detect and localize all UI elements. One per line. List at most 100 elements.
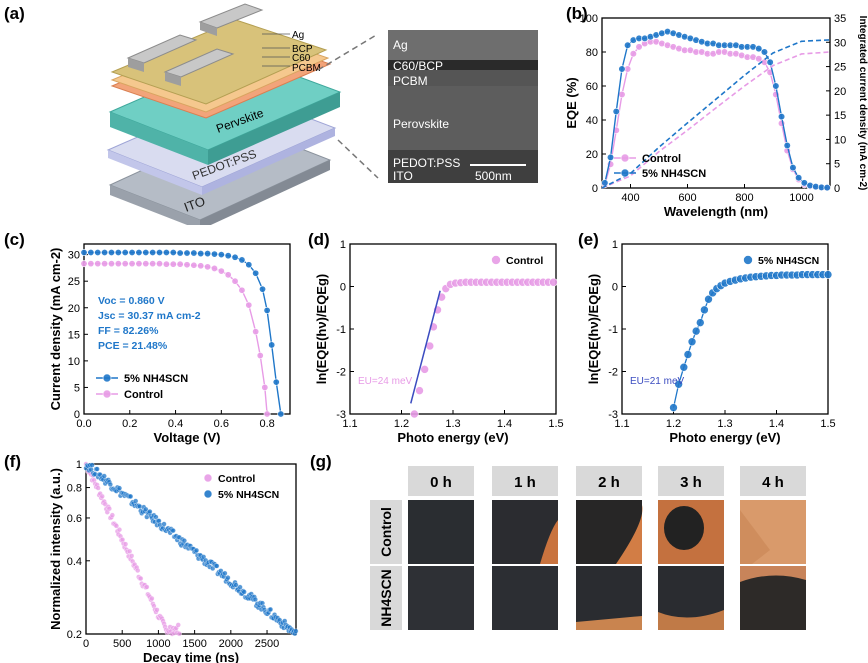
jv-point bbox=[169, 248, 177, 256]
jv-point bbox=[210, 264, 218, 272]
y-tick-label: 25 bbox=[68, 276, 80, 288]
y-tick-label: 5 bbox=[74, 382, 80, 394]
legend-control-marker bbox=[102, 389, 112, 399]
jv-point bbox=[176, 249, 184, 257]
trpl-point bbox=[89, 462, 95, 468]
urbach-point bbox=[420, 365, 429, 374]
jv-point bbox=[94, 260, 102, 268]
y-tick-label: -3 bbox=[608, 409, 618, 421]
x-tick-label: 1.1 bbox=[614, 418, 629, 430]
layer-label-pcbm: PCBM bbox=[292, 63, 321, 74]
legend-control-label: Control bbox=[642, 153, 681, 165]
urbach-point bbox=[410, 409, 419, 419]
trpl-point bbox=[161, 521, 167, 527]
layer-ag-electrodes bbox=[126, 3, 264, 86]
y-tick-label: 100 bbox=[580, 13, 598, 25]
jv-point bbox=[259, 285, 267, 293]
jv-point bbox=[204, 250, 212, 258]
jv-point bbox=[272, 378, 280, 386]
trpl-point bbox=[181, 538, 187, 544]
legend-marker bbox=[491, 255, 501, 265]
urbach-point bbox=[691, 326, 701, 336]
urbach-energy-annotation: EU=24 meV bbox=[358, 376, 413, 387]
row-header-label: NH4SCN bbox=[378, 569, 394, 627]
jv-point bbox=[87, 248, 95, 256]
jv-annotation: Voc = 0.860 V bbox=[98, 295, 165, 307]
eqe-point bbox=[635, 43, 643, 51]
x-tick-label: 0.0 bbox=[76, 418, 91, 430]
integrated-jsc-line-1 bbox=[601, 39, 831, 189]
x-tick-label: 1.1 bbox=[342, 418, 357, 430]
scale-bar-label: 500nm bbox=[475, 169, 512, 183]
chart-urbach-control: 1.1 1.2 1.3 1.4 1.5 -3 -2 -1 0 1 Photo energy (eV)… bbox=[314, 239, 564, 445]
x-tick-label: 500 bbox=[113, 638, 131, 650]
legend-nh4scn-label: 5% NH4SCN bbox=[124, 373, 188, 385]
panel-label-c: (c) bbox=[4, 230, 25, 249]
y-tick-label: 0.2 bbox=[67, 629, 82, 641]
trpl-point bbox=[95, 485, 101, 491]
y-tick-label: -1 bbox=[336, 324, 346, 336]
y2-axis-title: Integrated current density (mA cm-2) bbox=[857, 16, 868, 191]
photo-cell bbox=[492, 566, 558, 630]
panel-label-e: (e) bbox=[578, 230, 599, 249]
x-tick-label: 1.2 bbox=[666, 418, 681, 430]
urbach-point bbox=[679, 362, 689, 372]
plot-frame bbox=[349, 243, 557, 415]
photo-cell bbox=[408, 566, 474, 630]
x-tick-label: 400 bbox=[621, 192, 639, 204]
row-header-label: Control bbox=[378, 507, 394, 557]
legend-control-label: Control bbox=[124, 389, 163, 401]
time-header-cell bbox=[740, 466, 806, 496]
x-tick-label: 1500 bbox=[182, 638, 206, 650]
trpl-point bbox=[149, 595, 155, 602]
jv-point bbox=[87, 260, 95, 268]
urbach-point bbox=[700, 305, 709, 315]
jv-point bbox=[261, 383, 269, 391]
eqe-point bbox=[624, 41, 632, 49]
y-tick-label: 0.8 bbox=[67, 483, 82, 495]
y-tick-label: 20 bbox=[68, 303, 80, 315]
jv-point bbox=[252, 269, 260, 277]
jv-point bbox=[142, 248, 150, 256]
x-tick-label: 1.4 bbox=[497, 418, 512, 430]
jv-point bbox=[217, 251, 225, 259]
urbach-point bbox=[683, 350, 693, 359]
trpl-point bbox=[116, 527, 123, 533]
x-axis-title: Decay time (ns) bbox=[143, 650, 239, 663]
y-axis-title: EQE (%) bbox=[564, 77, 579, 128]
x-tick-label: 1.4 bbox=[769, 418, 784, 430]
eqe-point bbox=[789, 164, 797, 172]
row-header-cell bbox=[370, 566, 402, 630]
x-tick-label: 1.5 bbox=[820, 418, 835, 430]
eqe-point bbox=[795, 174, 803, 182]
jv-point bbox=[256, 352, 264, 360]
time-header-label: 3 h bbox=[680, 474, 702, 491]
jv-point bbox=[277, 410, 285, 418]
plot-frame bbox=[83, 243, 291, 415]
jv-point bbox=[101, 260, 109, 268]
trpl-point bbox=[237, 584, 243, 590]
trpl-point bbox=[101, 473, 107, 479]
eqe-point bbox=[823, 184, 831, 192]
eqe-point bbox=[618, 90, 626, 99]
sem-label-ito: ITO bbox=[393, 169, 413, 183]
sem-label-pedot: PEDOT:PSS bbox=[393, 156, 460, 170]
photo-cell bbox=[408, 500, 474, 564]
eqe-point bbox=[766, 58, 774, 66]
y2-tick-label: 5 bbox=[834, 159, 840, 171]
sem-cross-section: Ag C60/BCP PCBM Perovskite PEDOT:PSS ITO… bbox=[388, 30, 538, 183]
trpl-point bbox=[252, 596, 258, 602]
x-tick-label: 600 bbox=[678, 192, 696, 204]
jv-point bbox=[169, 260, 177, 268]
jv-point bbox=[204, 263, 212, 271]
jv-point bbox=[183, 249, 191, 257]
y-axis-title: Normalized intensity (a.u.) bbox=[48, 468, 63, 630]
urbach-energy-annotation: EU=21 meV bbox=[630, 376, 685, 387]
jv-point bbox=[101, 248, 109, 256]
eqe-point bbox=[755, 55, 763, 63]
trpl-point bbox=[293, 628, 299, 634]
trpl-point bbox=[154, 607, 160, 613]
y-tick-label: 20 bbox=[586, 149, 598, 161]
y-axis-title: Current density (mA cm-2) bbox=[48, 248, 63, 411]
jv-point bbox=[245, 301, 253, 309]
